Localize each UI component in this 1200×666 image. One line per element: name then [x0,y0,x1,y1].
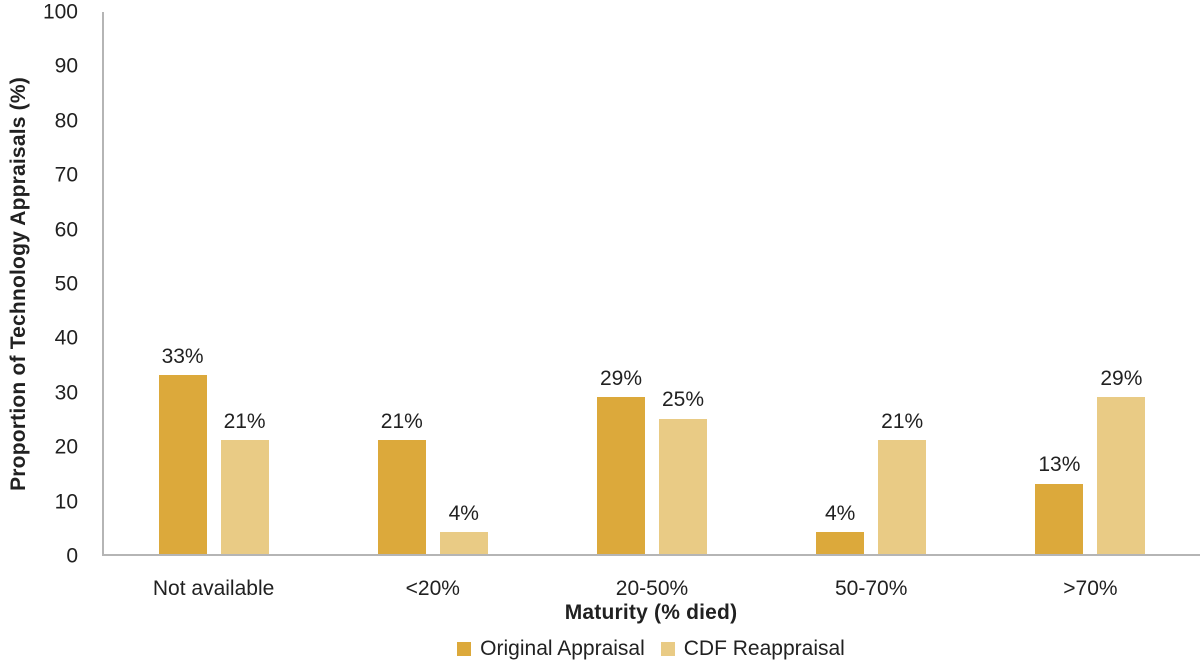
legend: Original Appraisal CDF Reappraisal [102,636,1200,661]
y-tick-label: 90 [54,54,78,78]
bar-value-label: 33% [161,345,204,369]
x-tick-label: Not available [152,577,275,600]
y-tick-label: 60 [54,218,78,242]
x-tick-label: 50-70% [835,577,908,600]
bar-value-label: 21% [881,410,924,434]
x-tick-label: >70% [1063,577,1118,600]
bar-cdf-reappraisal: 21% [220,410,269,554]
bar-value-label: 13% [1038,453,1081,477]
bar-value-label: 4% [448,502,479,526]
legend-item: Original Appraisal [457,636,645,661]
bar-original-appraisal: 29% [596,367,645,554]
bar-original-appraisal: 13% [1035,453,1084,554]
legend-label: CDF Reappraisal [683,637,845,660]
y-tick-label: 50 [54,272,78,296]
x-tick-label: <20% [405,577,460,600]
y-tick-label: 70 [54,163,78,187]
bar-value-label: 25% [661,388,704,412]
legend-swatch-icon [660,641,675,656]
bar-cdf-reappraisal: 29% [1097,367,1146,554]
category-group: 13% 29% >70% [981,12,1200,599]
category-group: 4% 21% 50-70% [762,12,981,599]
bar-original-appraisal: 4% [816,502,865,554]
category-group: 33% 21% Not available [104,12,323,599]
legend-label: Original Appraisal [480,637,645,660]
plot-area: 33% 21% Not available 21% 4% <20% 29% 25% 20-50%… [102,12,1200,599]
bar-value-label: 21% [223,410,266,434]
category-group: 29% 25% 20-50% [542,12,761,599]
legend-swatch-icon [457,641,472,656]
bar-value-label: 29% [599,366,642,390]
bar-original-appraisal: 33% [158,345,207,554]
y-axis: 0 10 20 30 40 50 60 70 80 90 100 [0,2,78,567]
category-group: 21% 4% <20% [323,12,542,599]
y-tick-label: 20 [54,435,78,459]
x-axis-title: Maturity (% died) [564,601,738,624]
y-tick-label: 100 [42,0,78,24]
bar-value-label: 4% [825,502,856,526]
y-tick-label: 40 [54,326,78,350]
bar-value-label: 21% [380,410,423,434]
bar-cdf-reappraisal: 4% [439,502,488,554]
y-tick-label: 30 [54,381,78,405]
x-tick-label: 20-50% [615,577,689,600]
bar-cdf-reappraisal: 21% [878,410,927,554]
bar-cdf-reappraisal: 25% [658,388,707,554]
bar-value-label: 29% [1100,366,1143,390]
bar-original-appraisal: 21% [377,410,426,554]
legend-item: CDF Reappraisal [660,636,845,661]
y-tick-label: 80 [54,109,78,133]
y-tick-label: 10 [54,490,78,514]
y-tick-label: 0 [66,544,78,568]
